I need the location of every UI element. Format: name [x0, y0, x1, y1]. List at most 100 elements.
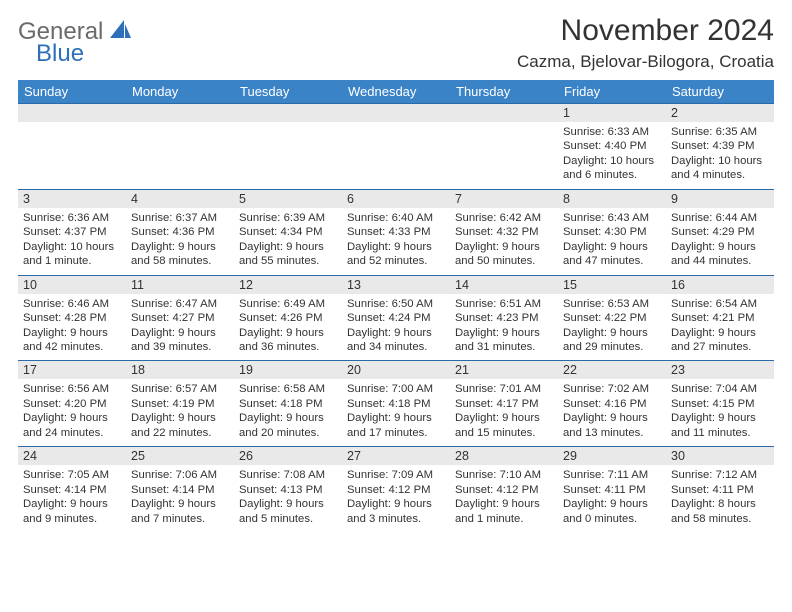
day-body: Sunrise: 6:42 AMSunset: 4:32 PMDaylight:…: [450, 208, 558, 275]
day-body: Sunrise: 6:58 AMSunset: 4:18 PMDaylight:…: [234, 379, 342, 446]
sunset-text: Sunset: 4:37 PM: [23, 225, 121, 239]
daylight-text: Daylight: 9 hours and 9 minutes.: [23, 497, 121, 526]
day-body: Sunrise: 7:09 AMSunset: 4:12 PMDaylight:…: [342, 465, 450, 532]
daylight-text: Daylight: 10 hours and 4 minutes.: [671, 154, 769, 183]
sunset-text: Sunset: 4:28 PM: [23, 311, 121, 325]
sunset-text: Sunset: 4:20 PM: [23, 397, 121, 411]
header: General Blue November 2024 Cazma, Bjelov…: [18, 14, 774, 72]
week-row: 10 Sunrise: 6:46 AMSunset: 4:28 PM Dayligh…: [18, 275, 774, 361]
day-number: 22: [558, 361, 666, 379]
day-body: Sunrise: 7:01 AMSunset: 4:17 PMDaylight:…: [450, 379, 558, 446]
day-number-bar: [234, 104, 342, 122]
day-body: Sunrise: 7:05 AMSunset: 4:14 PMDaylight:…: [18, 465, 126, 532]
day-cell: 28Sunrise: 7:10 AMSunset: 4:12 PMDayligh…: [450, 447, 558, 532]
day-cell: [342, 104, 450, 190]
daylight-text: Daylight: 9 hours and 17 minutes.: [347, 411, 445, 440]
day-body: Sunrise: 7:00 AMSunset: 4:18 PMDaylight:…: [342, 379, 450, 446]
sunrise-text: Sunrise: 7:00 AM: [347, 382, 445, 396]
day-number: 30: [666, 447, 774, 465]
day-body: [234, 122, 342, 184]
day-number: 5: [234, 190, 342, 208]
daylight-text: Daylight: 9 hours and 20 minutes.: [239, 411, 337, 440]
sunrise-text: Sunrise: 6:40 AM: [347, 211, 445, 225]
day-cell: 30 Sunrise: 7:12 AMSunset: 4:11 PMDayligh…: [666, 447, 774, 532]
day-cell: 18Sunrise: 6:57 AMSunset: 4:19 PMDayligh…: [126, 361, 234, 447]
sunset-text: Sunset: 4:18 PM: [239, 397, 337, 411]
sunrise-text: Sunrise: 6:42 AM: [455, 211, 553, 225]
daylight-text: Daylight: 9 hours and 22 minutes.: [131, 411, 229, 440]
sunset-text: Sunset: 4:12 PM: [455, 483, 553, 497]
sunrise-text: Sunrise: 6:44 AM: [671, 211, 769, 225]
sunrise-text: Sunrise: 7:10 AM: [455, 468, 553, 482]
sunrise-text: Sunrise: 6:50 AM: [347, 297, 445, 311]
day-body: Sunrise: 6:39 AMSunset: 4:34 PMDaylight:…: [234, 208, 342, 275]
sunset-text: Sunset: 4:15 PM: [671, 397, 769, 411]
day-number: 15: [558, 276, 666, 294]
day-cell: 5Sunrise: 6:39 AMSunset: 4:34 PMDaylight…: [234, 189, 342, 275]
sunrise-text: Sunrise: 6:33 AM: [563, 125, 661, 139]
logo-text: General Blue: [18, 20, 132, 66]
day-body: Sunrise: 6:51 AMSunset: 4:23 PMDaylight:…: [450, 294, 558, 361]
day-number: 18: [126, 361, 234, 379]
week-row: 24Sunrise: 7:05 AMSunset: 4:14 PMDayligh…: [18, 447, 774, 532]
daylight-text: Daylight: 9 hours and 27 minutes.: [671, 326, 769, 355]
day-cell: 8Sunrise: 6:43 AMSunset: 4:30 PMDaylight…: [558, 189, 666, 275]
day-number-bar: [18, 104, 126, 122]
daylight-text: Daylight: 9 hours and 39 minutes.: [131, 326, 229, 355]
day-body: [126, 122, 234, 184]
sunset-text: Sunset: 4:36 PM: [131, 225, 229, 239]
day-cell: 27Sunrise: 7:09 AMSunset: 4:12 PMDayligh…: [342, 447, 450, 532]
day-body: Sunrise: 6:50 AMSunset: 4:24 PMDaylight:…: [342, 294, 450, 361]
day-body: Sunrise: 6:37 AMSunset: 4:36 PMDaylight:…: [126, 208, 234, 275]
day-cell: 7Sunrise: 6:42 AMSunset: 4:32 PMDaylight…: [450, 189, 558, 275]
sunrise-text: Sunrise: 7:04 AM: [671, 382, 769, 396]
day-body: Sunrise: 6:53 AMSunset: 4:22 PMDaylight:…: [558, 294, 666, 361]
sunrise-text: Sunrise: 6:54 AM: [671, 297, 769, 311]
title-block: November 2024 Cazma, Bjelovar-Bilogora, …: [517, 14, 774, 72]
day-cell: 23Sunrise: 7:04 AMSunset: 4:15 PMDayligh…: [666, 361, 774, 447]
sunrise-text: Sunrise: 7:09 AM: [347, 468, 445, 482]
sunrise-text: Sunrise: 6:53 AM: [563, 297, 661, 311]
sunset-text: Sunset: 4:11 PM: [671, 483, 769, 497]
sunrise-text: Sunrise: 7:12 AM: [671, 468, 769, 482]
daylight-text: Daylight: 9 hours and 11 minutes.: [671, 411, 769, 440]
day-number: 6: [342, 190, 450, 208]
day-body: Sunrise: 6:54 AMSunset: 4:21 PMDaylight:…: [666, 294, 774, 361]
day-number: 3: [18, 190, 126, 208]
day-body: Sunrise: 6:33 AMSunset: 4:40 PMDaylight:…: [558, 122, 666, 189]
day-header: Wednesday: [342, 80, 450, 104]
sunrise-text: Sunrise: 6:39 AM: [239, 211, 337, 225]
day-cell: 2Sunrise: 6:35 AMSunset: 4:39 PMDaylight…: [666, 104, 774, 190]
sunset-text: Sunset: 4:17 PM: [455, 397, 553, 411]
day-body: [342, 122, 450, 184]
day-cell: 22Sunrise: 7:02 AMSunset: 4:16 PMDayligh…: [558, 361, 666, 447]
daylight-text: Daylight: 8 hours and 58 minutes.: [671, 497, 769, 526]
sunrise-text: Sunrise: 6:56 AM: [23, 382, 121, 396]
daylight-text: Daylight: 10 hours and 6 minutes.: [563, 154, 661, 183]
daylight-text: Daylight: 9 hours and 3 minutes.: [347, 497, 445, 526]
sunrise-text: Sunrise: 6:46 AM: [23, 297, 121, 311]
sunset-text: Sunset: 4:40 PM: [563, 139, 661, 153]
day-cell: 25Sunrise: 7:06 AMSunset: 4:14 PMDayligh…: [126, 447, 234, 532]
day-number: 4: [126, 190, 234, 208]
day-number: 10: [18, 276, 126, 294]
day-cell: 19Sunrise: 6:58 AMSunset: 4:18 PMDayligh…: [234, 361, 342, 447]
day-number: 25: [126, 447, 234, 465]
day-cell: [126, 104, 234, 190]
day-number: 1: [558, 104, 666, 122]
sunset-text: Sunset: 4:16 PM: [563, 397, 661, 411]
day-cell: 16Sunrise: 6:54 AMSunset: 4:21 PMDayligh…: [666, 275, 774, 361]
day-cell: 15Sunrise: 6:53 AMSunset: 4:22 PMDayligh…: [558, 275, 666, 361]
day-cell: 13Sunrise: 6:50 AMSunset: 4:24 PMDayligh…: [342, 275, 450, 361]
day-cell: 6Sunrise: 6:40 AMSunset: 4:33 PMDaylight…: [342, 189, 450, 275]
sunset-text: Sunset: 4:39 PM: [671, 139, 769, 153]
day-body: Sunrise: 7:02 AMSunset: 4:16 PMDaylight:…: [558, 379, 666, 446]
sunrise-text: Sunrise: 7:08 AM: [239, 468, 337, 482]
day-number: 12: [234, 276, 342, 294]
day-cell: 17Sunrise: 6:56 AMSunset: 4:20 PMDayligh…: [18, 361, 126, 447]
day-cell: 26Sunrise: 7:08 AMSunset: 4:13 PMDayligh…: [234, 447, 342, 532]
day-cell: 10Sunrise: 6:46 AMSunset: 4:28 PMDayligh…: [18, 275, 126, 361]
month-title: November 2024: [517, 14, 774, 48]
day-header-row: Sunday Monday Tuesday Wednesday Thursday…: [18, 80, 774, 104]
daylight-text: Daylight: 9 hours and 58 minutes.: [131, 240, 229, 269]
